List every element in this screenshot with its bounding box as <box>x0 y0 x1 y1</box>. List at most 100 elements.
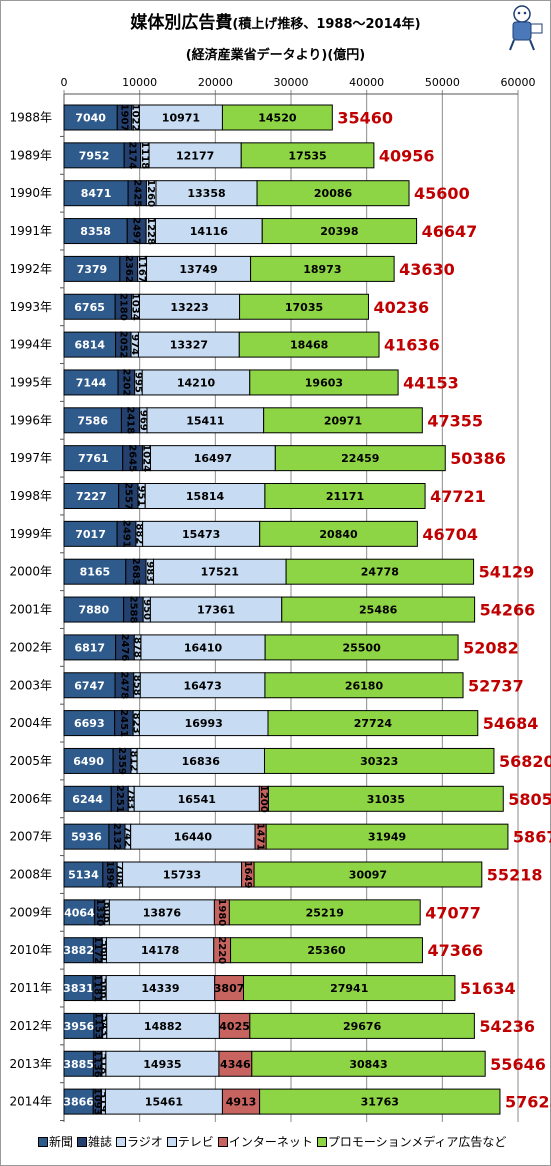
data-label: 27941 <box>330 982 368 995</box>
data-label: 8358 <box>80 225 111 238</box>
category-label: 1990年 <box>9 186 52 200</box>
data-label: 812 <box>128 751 139 772</box>
bar-segment <box>138 710 269 737</box>
bar-segment <box>261 218 418 245</box>
data-label: 5936 <box>71 831 102 844</box>
data-label: 16541 <box>178 793 216 806</box>
bar-segment <box>63 1012 95 1039</box>
chart-title-main: 媒体別広告費 <box>130 13 233 33</box>
category-label: 2002年 <box>9 640 52 654</box>
data-label: 6747 <box>74 679 105 692</box>
category-label: 2010年 <box>9 943 52 957</box>
bar-segment <box>136 747 265 774</box>
x-tick-label: 20000 <box>198 76 233 89</box>
data-label: 7017 <box>75 528 106 541</box>
bar-segment <box>148 142 242 169</box>
data-label: 1471 <box>255 823 266 851</box>
data-label: 2491 <box>121 520 132 548</box>
bar-segment <box>104 1088 223 1115</box>
data-label: 20840 <box>319 528 358 541</box>
total-label: 46647 <box>422 222 478 241</box>
data-label: 4913 <box>226 1096 257 1109</box>
bar-segment <box>221 1088 261 1115</box>
category-label: 2000年 <box>9 565 52 579</box>
data-label: 1024 <box>141 444 152 472</box>
category-label: 1993年 <box>9 300 52 314</box>
data-label: 14520 <box>258 112 297 125</box>
bar-segment <box>63 142 125 169</box>
data-label: 5134 <box>68 869 99 882</box>
legend-label: プロモーションメディア広告など <box>327 1135 507 1149</box>
data-label: 20086 <box>314 187 353 200</box>
total-label: 58055 <box>508 790 551 809</box>
data-label: 2476 <box>119 633 130 661</box>
bar-segment <box>263 407 423 434</box>
data-label: 2418 <box>125 406 136 434</box>
total-label: 54129 <box>479 563 535 582</box>
bar-segment <box>251 1050 486 1077</box>
legend-item: インターネット <box>217 1133 313 1150</box>
data-label: 12177 <box>176 149 214 162</box>
chart-title-suffix: (積上げ推移、1988～2014年) <box>232 17 421 32</box>
bar-segment <box>249 1012 475 1039</box>
data-label: 6814 <box>74 339 105 352</box>
data-label: 6244 <box>72 793 103 806</box>
category-label: 2005年 <box>9 754 52 768</box>
total-label: 47721 <box>430 487 486 506</box>
data-label: 2132 <box>111 823 122 851</box>
data-label: 3882 <box>63 944 94 957</box>
bar-segment <box>63 483 120 509</box>
total-label: 52737 <box>468 676 524 695</box>
total-label: 47355 <box>427 411 483 430</box>
bar-segment <box>281 596 476 623</box>
data-label: 519 <box>97 1091 108 1112</box>
legend-swatch <box>38 1137 48 1147</box>
data-label: 951 <box>136 486 147 507</box>
data-label: 18468 <box>290 339 328 352</box>
data-label: 7761 <box>78 452 109 465</box>
category-label: 1998年 <box>9 489 52 503</box>
bar-segment <box>105 1050 220 1077</box>
bar-segment <box>63 558 127 585</box>
data-label: 8471 <box>81 187 112 200</box>
bar-segment <box>264 483 426 509</box>
bar-segment <box>259 520 418 547</box>
data-label: 4064 <box>64 906 95 919</box>
bar-segment <box>133 785 260 812</box>
legend-label: インターネット <box>228 1135 313 1149</box>
category-label: 2001年 <box>9 603 52 617</box>
data-label: 1649 <box>242 861 253 889</box>
data-label: 25360 <box>307 944 346 957</box>
bar-segment <box>108 899 215 926</box>
legend-swatch <box>166 1137 177 1147</box>
data-label: 25219 <box>306 906 344 919</box>
bar-segment <box>264 634 459 661</box>
data-label: 969 <box>137 410 148 431</box>
data-label: 1907 <box>118 104 129 132</box>
bar-segment <box>144 483 266 509</box>
total-label: 58671 <box>513 828 551 847</box>
data-label: 783 <box>125 788 136 809</box>
data-label: 950 <box>141 599 152 620</box>
bar-segment <box>253 861 483 888</box>
bar-segment <box>250 255 395 282</box>
data-label: 20398 <box>320 225 358 238</box>
bar-segment <box>153 558 287 585</box>
stacked-bar-chart: 0 10000 20000 30000 40000 50000 60000 1988年 7040… <box>9 76 551 1122</box>
bar-segment <box>63 1050 94 1077</box>
data-label: 10971 <box>162 112 200 125</box>
data-label: 823 <box>130 713 141 734</box>
bar-segment <box>130 823 256 850</box>
data-label: 1167 <box>136 255 147 283</box>
bar-segment <box>154 218 263 245</box>
data-label: 31035 <box>367 793 405 806</box>
category-label: 2004年 <box>9 716 52 730</box>
data-label: 7144 <box>76 376 107 389</box>
total-label: 57625 <box>505 1093 551 1112</box>
bar-segment <box>63 747 114 774</box>
bar-segment <box>138 104 223 131</box>
bar-segment <box>228 899 421 926</box>
data-label: 3807 <box>214 982 245 995</box>
data-label: 1200 <box>258 785 269 813</box>
category-label: 1989年 <box>9 148 52 162</box>
